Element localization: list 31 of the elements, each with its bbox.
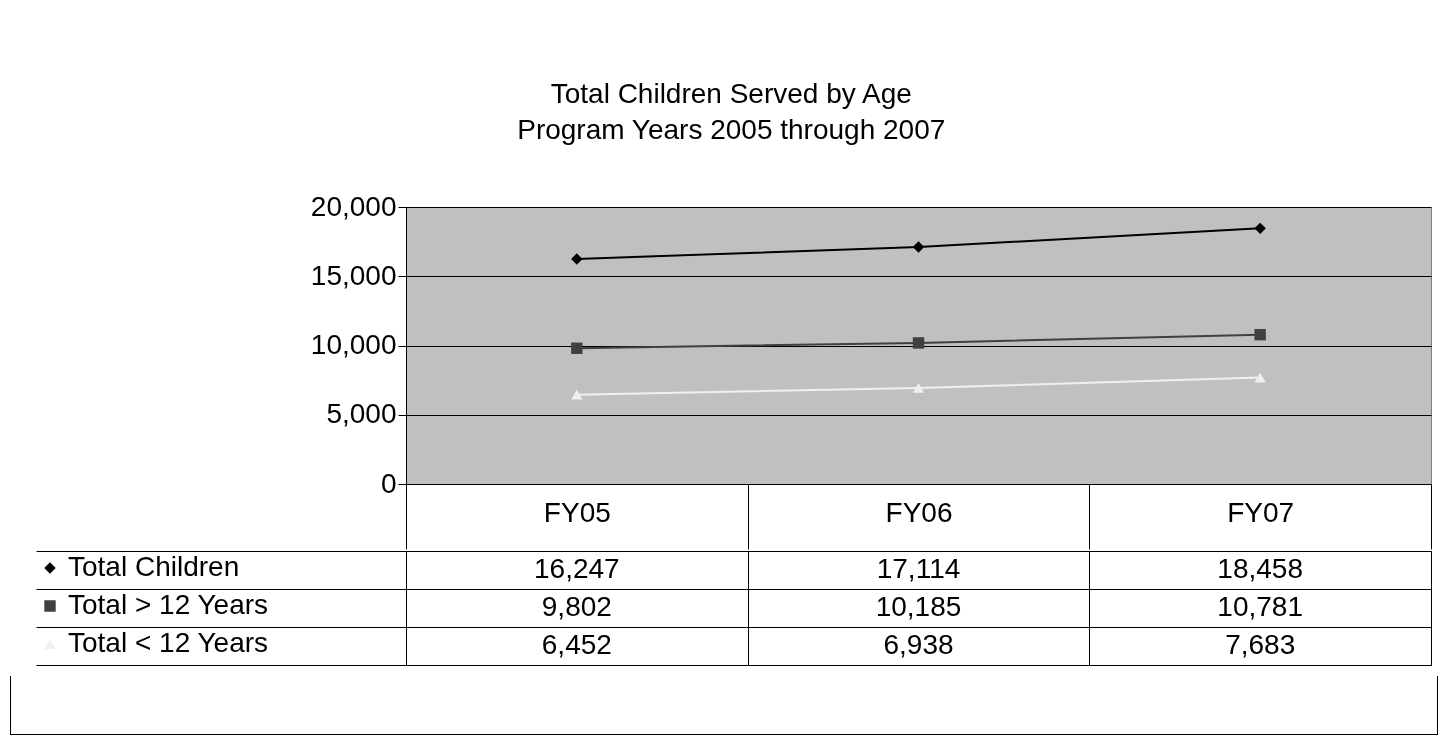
x-tick-label: FY06	[885, 496, 953, 528]
y-tick-label: 10,000	[310, 329, 397, 360]
data-label: 7,683	[1225, 629, 1296, 660]
y-tick-label: 0	[380, 467, 397, 499]
data-label: 9,802	[541, 591, 612, 622]
x-tick-label: FY07	[1227, 496, 1295, 528]
data-label: 10,781	[1217, 591, 1303, 622]
chart-title: Total Children Served by Age	[550, 77, 912, 109]
point	[912, 382, 925, 393]
legend-label: Total < 12 Years	[68, 627, 269, 658]
data-label: 18,458	[1217, 553, 1303, 584]
y-tick-label: 5,000	[326, 398, 397, 430]
legend-label: Total Children	[68, 551, 240, 582]
point	[571, 389, 583, 400]
y-tick-label: 15,000	[310, 259, 397, 291]
point	[1254, 222, 1266, 235]
data-label: 6,938	[883, 629, 954, 660]
y-tick-label: 20,000	[310, 190, 397, 222]
x-tick-label: FY05	[543, 496, 611, 528]
point	[571, 253, 583, 265]
chart-subtitle: Program Years 2005 through 2007	[517, 113, 946, 145]
data-label: 16,247	[534, 553, 620, 584]
point	[1254, 328, 1266, 341]
data-label: 6,452	[541, 629, 612, 660]
point	[1254, 372, 1266, 383]
data-label: 10,185	[875, 591, 962, 622]
point	[571, 342, 583, 354]
point	[912, 241, 925, 253]
point	[912, 337, 925, 349]
legend-label: Total > 12 Years	[68, 589, 269, 620]
data-label: 17,114	[876, 553, 961, 584]
